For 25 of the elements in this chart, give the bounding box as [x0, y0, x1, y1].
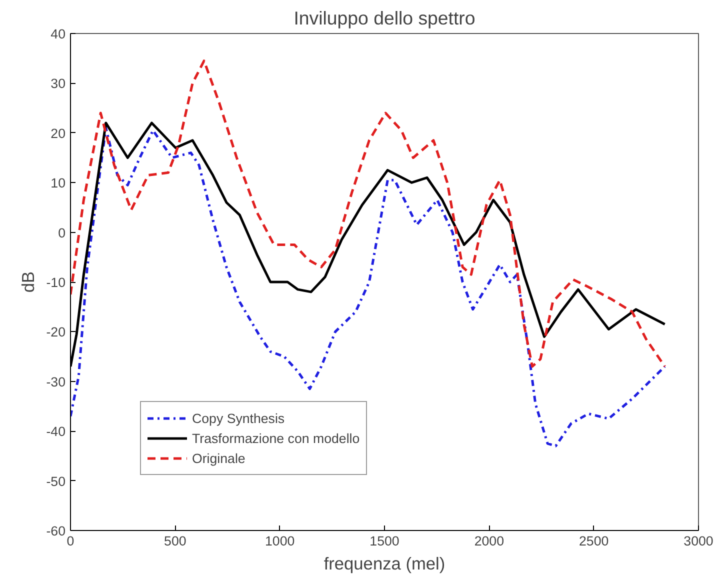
- y-tick-label: 0: [58, 225, 66, 240]
- y-tick-label: -10: [46, 275, 66, 290]
- y-tick-label: -20: [46, 324, 66, 340]
- x-tick-label: 1500: [370, 534, 400, 548]
- x-tick-label: 2500: [579, 534, 609, 548]
- x-tick-label: 2000: [474, 534, 504, 548]
- x-tick-label: 1000: [265, 534, 295, 548]
- y-tick-label: 10: [50, 176, 66, 191]
- y-tick-label: -50: [46, 474, 66, 489]
- x-tick-label: 3000: [684, 534, 714, 548]
- legend-label: Originale: [192, 450, 246, 466]
- y-tick-label: 30: [50, 76, 66, 92]
- chart-title: Inviluppo dello spettro: [294, 8, 476, 28]
- y-tick-label: -40: [46, 424, 66, 440]
- legend-label: Copy Synthesis: [192, 410, 285, 426]
- line-series: [70, 126, 666, 448]
- y-axis-title: dB: [18, 271, 38, 293]
- y-tick-label: 20: [50, 126, 66, 141]
- y-tick-label: -30: [46, 374, 66, 390]
- y-tick-label: -60: [46, 524, 66, 538]
- y-tick-label: 40: [50, 26, 66, 42]
- x-tick-label: 500: [164, 534, 186, 548]
- line-series: [70, 60, 666, 368]
- x-axis-title: frequenza (mel): [324, 554, 446, 574]
- legend-label: Trasformazione con modello: [192, 430, 360, 446]
